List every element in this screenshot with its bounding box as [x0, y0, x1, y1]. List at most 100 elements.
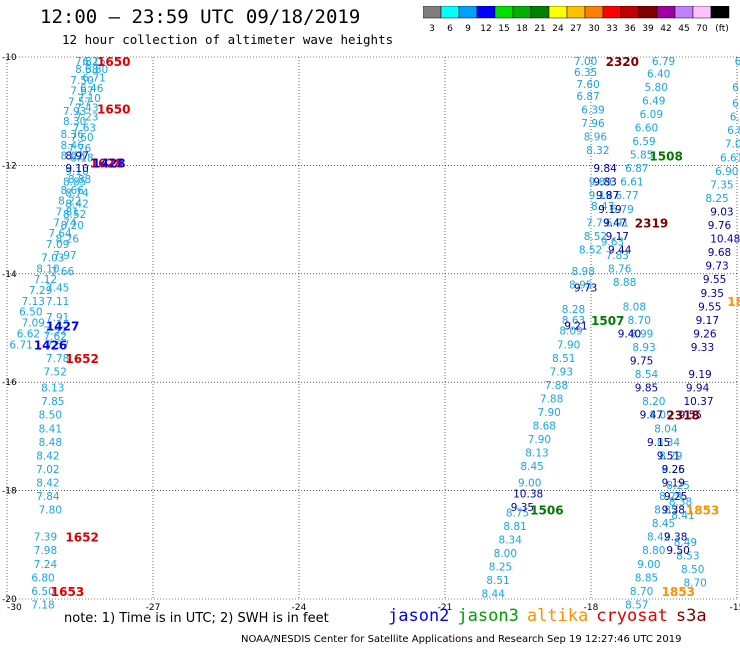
wave-height-value: 6.90: [715, 166, 738, 178]
legend-altika: altika: [526, 606, 589, 626]
pass-time-label: 1507: [591, 314, 624, 328]
pass-time-label: 2318: [666, 409, 699, 423]
wave-height-value: 8.52: [579, 244, 602, 256]
wave-height-value: 7.45: [46, 282, 69, 294]
wave-height-value: 7.09: [22, 318, 45, 330]
colorbar-label: 30: [588, 24, 600, 34]
legend-jason3: jason3: [457, 606, 519, 626]
wave-height-value: 9.63: [601, 236, 624, 248]
lon-tick-label: -21: [438, 603, 453, 613]
colorbar-swatch: [710, 6, 730, 19]
wave-height-value: 8.48: [39, 437, 62, 449]
wave-height-value: 8.04: [654, 423, 678, 435]
wave-height-value: 9.50: [666, 545, 689, 557]
wave-height-value: 8.42: [36, 450, 59, 462]
lon-tick-label: -18: [584, 603, 599, 613]
wave-height-value: 8.41: [671, 510, 694, 522]
wave-height-value: 6.71: [9, 339, 32, 351]
wave-height-value: 7.03: [41, 253, 64, 265]
wave-height-value: 8.70: [683, 578, 706, 590]
legend-jason2: jason2: [388, 606, 450, 626]
pass-time-label: 2320: [606, 55, 639, 69]
wave-height-value: 8.25: [662, 464, 685, 476]
wave-height-value: 8.85: [654, 505, 677, 517]
wave-height-value: 7.11: [46, 296, 69, 308]
wave-height-value: 8.80: [642, 545, 665, 557]
wave-height-value: 7.82: [75, 56, 98, 68]
wave-height-value: 6.59: [632, 136, 655, 148]
wave-height-value: 7.62: [44, 331, 67, 343]
wave-height-value: 9.19: [688, 369, 711, 381]
lat-tick-label: -10: [2, 53, 17, 63]
wave-height-value: 8.45: [652, 518, 675, 530]
colorbar-label: 15: [498, 24, 509, 34]
wave-height-value: 7.02: [36, 464, 59, 476]
wave-height-value: 8.88: [68, 174, 91, 186]
wave-height-value: 8.93: [632, 342, 655, 354]
wave-height-value: 8.99: [630, 328, 653, 340]
wave-height-value: 9.55: [703, 274, 726, 286]
pass-time-label: 1652: [65, 352, 98, 366]
wave-height-value: 8.42: [647, 532, 670, 544]
wave-height-value: 6.50: [19, 307, 42, 319]
wave-height-value: 6.79: [652, 56, 675, 68]
wave-height-value: 8.96: [584, 132, 608, 144]
wave-height-value: 6.49: [642, 95, 665, 107]
wave-height-value: 8.34: [499, 534, 523, 546]
wave-height-value: 7.39: [34, 532, 57, 544]
wave-height-value: 9.94: [686, 383, 710, 395]
wave-height-value: 7.93: [63, 106, 86, 118]
wave-height-value: 7.97: [53, 250, 76, 262]
wave-height-value: 7.10: [78, 93, 101, 105]
colorbar-label: 42: [660, 24, 671, 34]
wave-height-value: 9.00: [518, 477, 541, 489]
wave-height-value: 6.60: [635, 122, 658, 134]
wave-height-value: 8.81: [503, 521, 526, 533]
wave-height-value: 6.2: [730, 112, 740, 124]
wave-height-value: 7.93: [550, 366, 573, 378]
colorbar-label: 12: [480, 24, 491, 34]
wave-height-value: 7.90: [557, 339, 580, 351]
wave-height-value: 7.76: [68, 143, 92, 155]
wave-height-value: 7.08: [725, 139, 740, 151]
wave-height-value: 9.68: [708, 247, 731, 259]
wave-height-value: 9.73: [574, 282, 597, 294]
wave-height-value: 8.42: [65, 198, 88, 210]
wave-height-value: 9.47: [603, 217, 626, 229]
footer-credit: NOAA/NESDIS Center for Satellite Applica…: [241, 634, 682, 645]
wave-height-value: 9.47: [640, 410, 663, 422]
wave-height-colorbar: 3 6 9 12 15 18 21 24 27 30 33 36 39 42 45 70 (ft): [423, 6, 730, 34]
wave-height-value: 8.52: [584, 231, 607, 243]
colorbar-label: 36: [624, 24, 636, 34]
wave-height-value: 6.09: [640, 109, 663, 121]
wave-height-value: 7.50: [70, 75, 93, 87]
wave-height-value: 7.88: [540, 393, 563, 405]
wave-height-value: 8.30: [63, 116, 86, 128]
wave-height-value: 8.20: [61, 220, 84, 232]
wave-height-value: 8.45: [520, 461, 543, 473]
wave-height-value: 6.80: [85, 64, 108, 76]
wave-height-value: 7.13: [22, 296, 45, 308]
wave-height-value: 9.10: [65, 166, 88, 178]
wave-height-value: 9.55: [679, 410, 702, 422]
wave-height-value: 7.80: [39, 505, 62, 517]
wave-height-value: 7.43: [75, 102, 98, 114]
lon-tick-label: -30: [7, 603, 22, 613]
wave-height-value: 9.03: [710, 206, 733, 218]
wave-height-value: 8.44: [482, 589, 506, 601]
wave-height-value: 6.15: [82, 56, 105, 68]
colorbar-label: (ft): [715, 24, 729, 34]
wave-height-value: 9.73: [705, 261, 728, 273]
wave-height-value: 8.70: [630, 586, 653, 598]
wave-height-value: 8.08: [623, 301, 646, 313]
wave-height-value: 9.15: [647, 437, 670, 449]
wave-height-value: 9.10: [65, 163, 88, 175]
wave-height-value: 8.95: [569, 280, 592, 292]
wave-height-value: 8.20: [642, 396, 665, 408]
wave-height-value: 8.85: [635, 572, 658, 584]
wave-height-value: 8.47: [591, 201, 614, 213]
wave-height-value: 7.57: [46, 339, 69, 351]
wave-height-value: 8.32: [586, 145, 609, 157]
wave-height-value: 7.90: [528, 434, 551, 446]
wave-height-value: 9.35: [701, 288, 724, 300]
